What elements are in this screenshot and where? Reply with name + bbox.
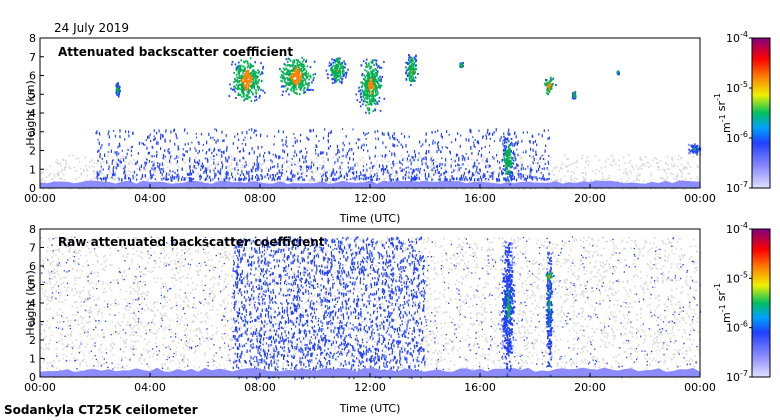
y-tick-label: 1: [29, 353, 36, 366]
y-tick-label: 3: [29, 316, 36, 329]
backscatter-cloud: [459, 62, 464, 69]
backscatter-cloud: [616, 70, 620, 76]
y-tick-label: 5: [29, 88, 36, 101]
colorbar-tick-label: 10-7: [726, 369, 748, 384]
y-tick-label: 3: [29, 126, 36, 139]
backscatter-scattered-echoes: [95, 128, 550, 183]
x-tick-label: 16:00: [464, 192, 496, 205]
colorbar-unit-label: m-1sr-1: [713, 283, 733, 323]
colorbar-tick-label: 10-4: [726, 221, 748, 236]
top-panel-title: Attenuated backscatter coefficient: [58, 45, 293, 59]
x-tick-label: 08:00: [244, 192, 276, 205]
x-tick-label: 20:00: [574, 381, 606, 394]
backscatter-cloud: [571, 91, 577, 100]
bottom-colorbar: 10-7 10-6 10-5 10-4 m-1sr-1: [713, 221, 771, 384]
backscatter-cloud: [325, 57, 349, 85]
x-tick-label: 00:00: [684, 381, 716, 394]
backscatter-cloud: [405, 54, 419, 86]
top-colorbar: 10-7 10-6 10-5 10-4 m-1sr-1: [713, 30, 771, 195]
y-tick-label: 5: [29, 279, 36, 292]
x-tick-label: 04:00: [134, 192, 166, 205]
colorbar-tick-label: 10-6: [726, 130, 748, 145]
x-tick-label: 12:00: [354, 381, 386, 394]
bottom-heatmap: [40, 236, 702, 380]
y-tick-label: 2: [29, 334, 36, 347]
top-x-axis-label: Time (UTC): [339, 212, 401, 225]
backscatter-cloud: [545, 272, 555, 281]
top-y-ticks: 0 1 2 3 4 5 6 7 8: [29, 32, 44, 195]
y-tick-label: 6: [29, 260, 36, 273]
colorbar-gradient: [751, 228, 771, 378]
date-label: 24 July 2019: [54, 21, 129, 35]
y-tick-label: 0: [29, 371, 36, 384]
backscatter-cloud: [115, 82, 121, 98]
top-panel: Attenuated backscatter coefficient 0 1 2 3 4…: [24, 30, 771, 225]
y-tick-label: 7: [29, 51, 36, 64]
x-tick-label: 08:00: [244, 381, 276, 394]
x-tick-label: 00:00: [24, 381, 56, 394]
y-tick-label: 8: [29, 223, 36, 236]
bottom-y-axis-label: Height (km): [24, 270, 37, 336]
bottom-panel: Raw attenuated backscatter coefficient 0…: [24, 221, 771, 415]
colorbar-unit-label: m-1sr-1: [713, 93, 733, 133]
colorbar-tick-label: 10-6: [726, 320, 748, 335]
colorbar-gradient: [751, 37, 771, 189]
bottom-x-axis-label: Time (UTC): [339, 402, 401, 415]
backscatter-precipitation: [501, 133, 517, 186]
backscatter-cloud: [544, 76, 557, 96]
top-y-axis-label: Height (km): [24, 80, 37, 146]
y-tick-label: 6: [29, 70, 36, 83]
backscatter-cloud: [355, 58, 386, 115]
top-x-ticks: 00:00 04:00 08:00 12:00 16:00 20:00 00:00: [24, 184, 716, 205]
backscatter-low-cloud: [687, 143, 702, 156]
colorbar-tick-label: 10-5: [726, 80, 748, 95]
colorbar-tick-label: 10-4: [726, 30, 748, 45]
bottom-x-ticks: 00:00 04:00 08:00 12:00 16:00 20:00 00:00: [24, 373, 716, 394]
y-tick-label: 7: [29, 242, 36, 255]
x-tick-label: 16:00: [464, 381, 496, 394]
instrument-label: Sodankyla CT25K ceilometer: [4, 403, 198, 417]
colorbar-tick-label: 10-7: [726, 180, 748, 195]
x-tick-label: 00:00: [684, 192, 716, 205]
y-tick-label: 4: [29, 107, 36, 120]
y-tick-label: 0: [29, 182, 36, 195]
x-tick-label: 20:00: [574, 192, 606, 205]
y-tick-label: 4: [29, 297, 36, 310]
colorbar-tick-label: 10-5: [726, 270, 748, 285]
x-tick-label: 00:00: [24, 192, 56, 205]
x-tick-label: 04:00: [134, 381, 166, 394]
x-tick-label: 12:00: [354, 192, 386, 205]
backscatter-precipitation: [499, 240, 517, 378]
y-tick-label: 8: [29, 32, 36, 45]
bottom-y-ticks: 0 1 2 3 4 5 6 7 8: [29, 223, 44, 384]
bottom-panel-title: Raw attenuated backscatter coefficient: [58, 235, 325, 249]
top-heatmap: [40, 54, 702, 190]
y-tick-label: 1: [29, 163, 36, 176]
backscatter-boundary-layer: [40, 367, 700, 377]
backscatter-cloud: [228, 57, 266, 103]
y-tick-label: 2: [29, 145, 36, 158]
backscatter-cloud: [279, 56, 316, 97]
